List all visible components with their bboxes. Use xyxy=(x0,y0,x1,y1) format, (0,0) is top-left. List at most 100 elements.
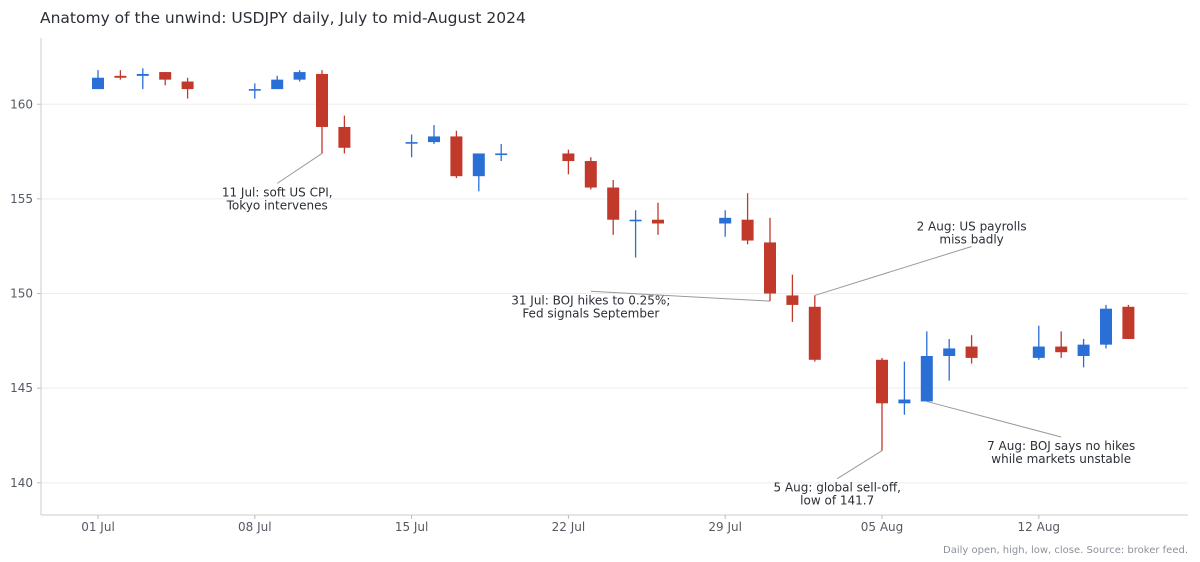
y-tick-label: 150 xyxy=(10,287,33,301)
candle-2024-08-08 xyxy=(943,338,956,381)
annotation-text: miss badly xyxy=(939,232,1003,246)
chart-title: Anatomy of the unwind: USDJPY daily, Jul… xyxy=(40,9,526,27)
candle-body xyxy=(808,306,821,360)
y-tick-label: 140 xyxy=(10,476,33,490)
candle-body xyxy=(607,187,620,220)
candle-body xyxy=(1055,346,1068,353)
candle-body xyxy=(898,399,911,404)
candle-2024-08-14 xyxy=(1077,338,1090,368)
x-tick-label: 29 Jul xyxy=(708,520,742,534)
candle-body xyxy=(719,217,732,224)
candle-body xyxy=(450,136,463,177)
candle-2024-07-03 xyxy=(136,68,149,90)
candle-2024-07-05 xyxy=(181,77,194,99)
annotations: 11 Jul: soft US CPI,Tokyo intervenes 31 J… xyxy=(222,153,1135,508)
candle-body xyxy=(584,161,597,188)
candle-body xyxy=(472,153,485,177)
x-tick-label: 01 Jul xyxy=(81,520,115,534)
candle-body xyxy=(1032,346,1045,358)
candle-2024-07-15 xyxy=(405,134,418,158)
candle-2024-07-11 xyxy=(316,70,328,154)
annotation-text: Fed signals September xyxy=(522,306,659,320)
annotation-leader xyxy=(814,245,972,296)
candle-2024-08-13 xyxy=(1055,331,1068,358)
candle-body xyxy=(741,219,754,241)
candle-2024-07-18 xyxy=(472,153,485,192)
y-tick-label: 160 xyxy=(10,97,33,111)
candle-body xyxy=(92,77,104,90)
candle-body xyxy=(920,356,933,402)
candle-body xyxy=(271,79,284,90)
x-tick-label: 22 Jul xyxy=(552,520,586,534)
candle-2024-07-08 xyxy=(248,83,261,99)
annotation-text: low of 141.7 xyxy=(800,494,874,508)
annotation-1: 11 Jul: soft US CPI,Tokyo intervenes xyxy=(222,153,333,212)
candle-2024-07-30 xyxy=(741,193,754,245)
candle-body xyxy=(316,73,328,127)
candle-body xyxy=(629,219,642,222)
annotation-text: 31 Jul: BOJ hikes to 0.25%; xyxy=(511,293,670,307)
candle-body xyxy=(965,346,978,358)
candle-2024-07-16 xyxy=(428,125,440,144)
source-note: Daily open, high, low, close. Source: br… xyxy=(943,545,1188,556)
annotation-text: while markets unstable xyxy=(991,452,1131,466)
candle-body xyxy=(1077,344,1090,356)
candle-2024-07-25 xyxy=(629,210,642,258)
candle-2024-07-22 xyxy=(562,149,575,175)
candle-2024-08-07 xyxy=(920,331,933,402)
candle-body xyxy=(405,142,418,144)
candle-2024-07-24 xyxy=(607,179,620,235)
candle-body xyxy=(652,219,664,224)
candle-2024-07-10 xyxy=(293,70,306,82)
axes: 140 145 150 155 160 01 Jul 08 Jul 15 Jul 22 Jul 2… xyxy=(10,38,1188,534)
candle-body xyxy=(136,73,149,76)
annotation-leader xyxy=(836,450,883,480)
y-tick-label: 155 xyxy=(10,192,33,206)
candle-body xyxy=(495,153,508,156)
candle-2024-08-06 xyxy=(898,361,911,415)
candle-body xyxy=(562,153,575,162)
x-tick-label: 12 Aug xyxy=(1018,520,1061,534)
annotation-text: 11 Jul: soft US CPI, xyxy=(222,185,333,199)
candle-2024-08-09 xyxy=(965,335,978,364)
candle-body xyxy=(338,126,351,148)
candle-2024-08-01 xyxy=(786,274,799,322)
candle-body xyxy=(428,136,440,143)
candle-2024-07-01 xyxy=(92,70,104,90)
candle-2024-07-26 xyxy=(652,202,664,235)
candle-body xyxy=(764,242,776,294)
candle-body xyxy=(181,81,194,90)
candle-2024-08-02 xyxy=(808,295,821,362)
x-tick-label: 15 Jul xyxy=(395,520,429,534)
candle-2024-07-17 xyxy=(450,130,463,179)
annotation-4: 5 Aug: global sell-off,low of 141.7 xyxy=(773,450,901,508)
annotation-text: 2 Aug: US payrolls xyxy=(917,219,1027,233)
annotation-text: Tokyo intervenes xyxy=(226,198,328,212)
candle-2024-07-29 xyxy=(719,210,732,237)
candle-body xyxy=(876,359,888,404)
candle-body xyxy=(248,89,261,91)
candle-2024-08-05 xyxy=(876,357,888,451)
annotation-leader xyxy=(926,400,1062,438)
x-tick-label: 08 Jul xyxy=(238,520,272,534)
candle-2024-07-04 xyxy=(159,72,172,86)
candle-2024-07-19 xyxy=(495,144,508,162)
candle-2024-07-31 xyxy=(764,217,776,302)
candle-body xyxy=(159,72,172,80)
annotation-text: 7 Aug: BOJ says no hikes xyxy=(987,439,1135,453)
candle-2024-07-12 xyxy=(338,115,351,154)
annotation-text: 5 Aug: global sell-off, xyxy=(773,481,900,495)
candle-body xyxy=(114,75,127,78)
candle-2024-08-15 xyxy=(1100,304,1112,349)
candle-2024-07-09 xyxy=(271,75,284,90)
x-tick-label: 05 Aug xyxy=(861,520,904,534)
candle-body xyxy=(293,72,306,80)
annotation-leader xyxy=(276,153,323,184)
candle-2024-07-02 xyxy=(114,70,127,80)
y-tick-label: 145 xyxy=(10,381,33,395)
candle-body xyxy=(943,348,956,356)
candle-body xyxy=(1100,308,1112,345)
candle-body xyxy=(786,295,799,305)
